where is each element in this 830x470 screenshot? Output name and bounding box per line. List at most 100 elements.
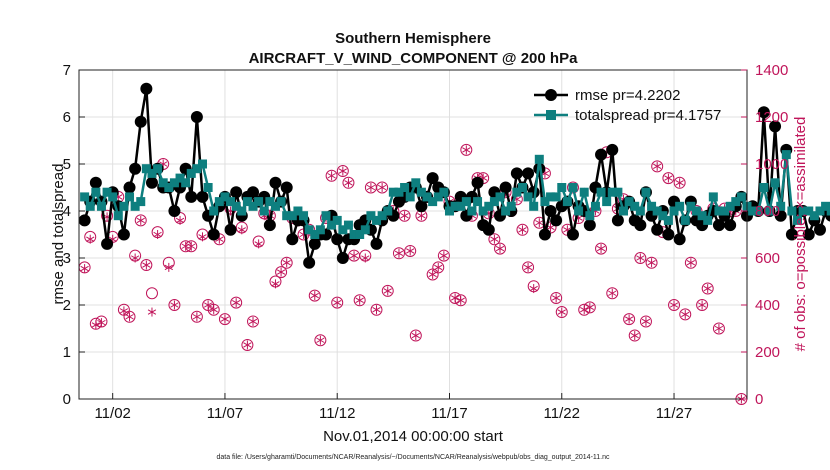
totalspread-point <box>411 178 421 188</box>
totalspread-point <box>422 192 432 202</box>
obs-assimilated-marker <box>97 318 106 328</box>
totalspread-point <box>80 192 90 202</box>
obs-assimilated-marker <box>462 145 471 155</box>
totalspread-point <box>635 206 645 216</box>
totalspread-point <box>433 192 443 202</box>
line-series <box>78 82 830 269</box>
obs-possible-marker <box>712 322 725 335</box>
obs-assimilated-marker <box>383 286 392 296</box>
obs-possible-marker <box>701 282 714 295</box>
rmse-point <box>583 219 596 232</box>
obs-assimilated-marker <box>310 291 319 301</box>
obs-possible-marker <box>550 291 563 304</box>
obs-assimilated-marker <box>142 260 151 270</box>
rmse-point <box>140 82 153 95</box>
obs-assimilated-marker <box>439 251 449 261</box>
rmse-point <box>426 172 439 185</box>
totalspread-point <box>540 197 550 207</box>
totalspread-point <box>270 201 280 211</box>
rmse-point <box>117 228 130 241</box>
totalspread-point <box>147 168 157 178</box>
y2-tick-label: 200 <box>755 344 780 361</box>
rmse-point <box>595 148 608 161</box>
legend-label: rmse pr=4.2202 <box>575 87 680 104</box>
rmse-point <box>662 228 675 241</box>
obs-possible-marker <box>634 252 647 264</box>
totalspread-point <box>130 201 140 211</box>
obs-possible-marker <box>606 287 619 300</box>
obs-assimilated-marker <box>125 312 134 322</box>
obs-assimilated-marker <box>153 230 162 239</box>
obs-possible-marker <box>241 338 254 351</box>
totalspread-point <box>753 206 763 216</box>
rmse-point <box>89 176 102 189</box>
y-tick-label: 3 <box>63 250 71 267</box>
obs-possible-marker <box>247 315 260 328</box>
legend-label: totalspread pr=4.1757 <box>575 107 721 124</box>
obs-assimilated-marker <box>271 279 280 289</box>
obs-possible-marker <box>376 181 389 194</box>
totalspread-point <box>214 197 224 207</box>
obs-possible-marker <box>134 214 147 227</box>
y-tick-label: 0 <box>63 391 71 408</box>
obs-assimilated-marker <box>518 225 527 235</box>
rmse-point <box>544 205 557 217</box>
totalspread-point <box>181 178 191 188</box>
rmse-point <box>370 237 383 250</box>
totalspread-point <box>287 211 297 221</box>
totalspread-point <box>781 150 791 160</box>
obs-possible-marker <box>488 233 501 246</box>
obs-assimilated-marker <box>209 305 218 315</box>
rmse-point <box>510 167 523 180</box>
x-axis-label: Nov.01,2014 00:00:00 start <box>323 428 504 445</box>
rmse-point <box>286 233 299 246</box>
rmse-point <box>263 219 276 232</box>
rmse-point <box>673 233 686 246</box>
rmse-point <box>101 237 114 250</box>
obs-assimilated-marker <box>653 161 662 171</box>
totalspread-point <box>102 187 112 197</box>
rmse-point <box>336 252 349 264</box>
totalspread-point <box>613 187 623 197</box>
obs-possible-marker <box>555 306 568 319</box>
legend-swatch-marker <box>545 89 557 101</box>
obs-assimilated-marker <box>276 267 286 277</box>
totalspread-point <box>506 201 516 211</box>
obs-possible-marker <box>516 223 529 236</box>
obs-possible-marker <box>673 176 686 189</box>
obs-possible-marker <box>308 289 321 302</box>
totalspread-point <box>815 206 825 216</box>
totalspread-point <box>456 201 466 211</box>
rmse-point <box>724 219 737 232</box>
totalspread-point <box>489 197 499 207</box>
obs-assimilated-marker <box>366 183 376 192</box>
y2-tick-label: 400 <box>755 297 780 314</box>
totalspread-point <box>186 168 196 178</box>
obs-possible-marker <box>679 308 692 321</box>
totalspread-point <box>473 197 483 207</box>
obs-possible-marker <box>140 259 153 272</box>
totalspread-point <box>360 225 370 235</box>
totalspread-point <box>315 225 325 235</box>
rmse-point <box>651 223 664 236</box>
totalspread-point <box>338 225 348 235</box>
rmse-point <box>774 209 787 222</box>
obs-possible-marker <box>331 296 344 309</box>
obs-possible-marker <box>662 172 675 185</box>
totalspread-point <box>759 183 769 192</box>
totalspread-point <box>534 154 544 164</box>
totalspread-point <box>304 225 314 235</box>
obs-possible-marker <box>392 247 405 260</box>
totalspread-point <box>647 201 657 211</box>
y2-tick-label: 800 <box>755 203 780 220</box>
totalspread-point <box>169 178 179 188</box>
obs-assimilated-marker <box>647 258 656 268</box>
obs-possible-marker <box>381 284 394 297</box>
obs-possible-marker <box>230 296 243 309</box>
obs-assimilated-marker <box>608 288 617 298</box>
obs-assimilated-marker <box>355 295 364 305</box>
totalspread-point <box>596 187 606 197</box>
totalspread-point <box>484 201 494 211</box>
totalspread-point <box>461 197 471 207</box>
totalspread-point <box>248 201 258 211</box>
